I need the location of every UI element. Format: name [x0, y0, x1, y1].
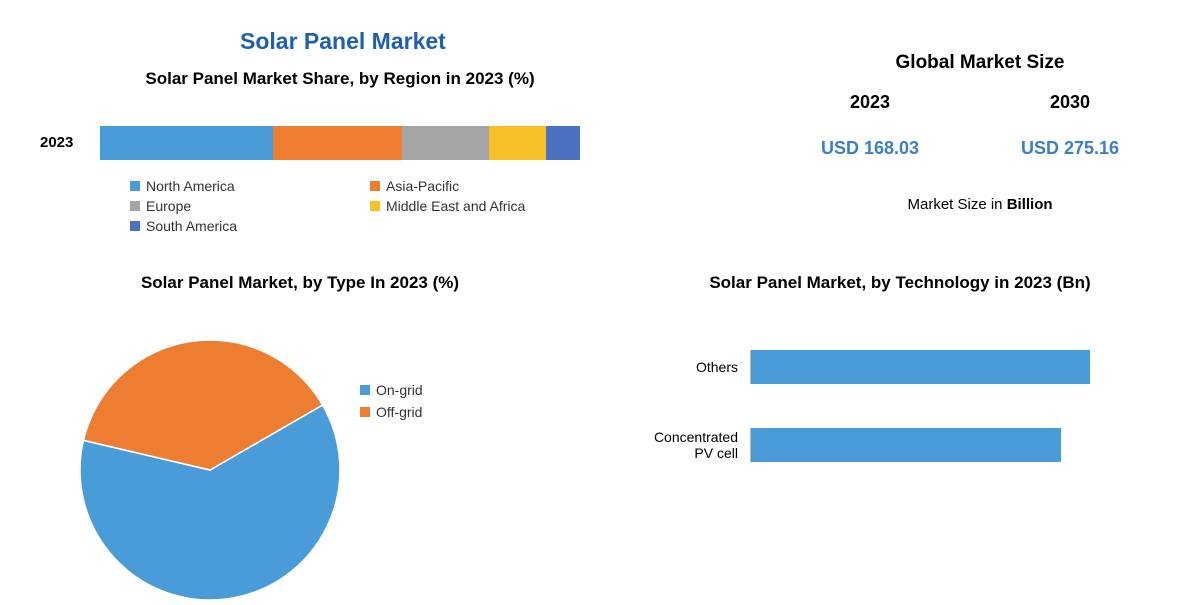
legend-item: South America: [130, 218, 370, 234]
market-size-title: Global Market Size: [850, 52, 1110, 74]
legend-item: Asia-Pacific: [370, 178, 610, 194]
tech-bar-label: Concentrated PV cell: [650, 429, 750, 461]
legend-label: Off-grid: [376, 404, 422, 420]
tech-bar-label: Others: [650, 359, 750, 375]
region-segment: [546, 126, 580, 160]
region-row-label: 2023: [40, 134, 73, 151]
legend-item: Off-grid: [360, 404, 500, 420]
tech-chart: Others Concentrated PV cell: [650, 350, 1120, 506]
market-size-value-1: USD 168.03: [821, 138, 919, 159]
market-size-caption: Market Size in Billion: [830, 196, 1130, 213]
legend-swatch: [130, 181, 140, 191]
tech-bar: [751, 428, 1061, 462]
market-size-year-1: 2023: [850, 92, 890, 113]
legend-label: North America: [146, 178, 235, 194]
region-segment: [273, 126, 403, 160]
region-stacked-bar: [100, 126, 580, 160]
market-size-years: 2023 2030: [770, 92, 1170, 113]
region-chart-title: Solar Panel Market Share, by Region in 2…: [90, 68, 590, 91]
market-size-year-2: 2030: [1050, 92, 1090, 113]
legend-label: South America: [146, 218, 237, 234]
region-segment: [489, 126, 547, 160]
legend-item: North America: [130, 178, 370, 194]
type-chart-title: Solar Panel Market, by Type In 2023 (%): [80, 272, 520, 295]
legend-swatch: [370, 181, 380, 191]
pie-svg: [80, 340, 340, 600]
tech-bar-track: [750, 350, 1120, 384]
legend-swatch: [130, 201, 140, 211]
tech-row: Others: [650, 350, 1120, 384]
legend-swatch: [360, 385, 370, 395]
legend-item: On-grid: [360, 382, 500, 398]
legend-label: Middle East and Africa: [386, 198, 525, 214]
page-title: Solar Panel Market: [240, 28, 446, 55]
caption-prefix: Market Size in: [907, 196, 1006, 213]
region-legend: North America Asia-Pacific Europe Middle Ea…: [130, 178, 590, 234]
region-segment: [402, 126, 488, 160]
legend-item: Europe: [130, 198, 370, 214]
legend-label: Asia-Pacific: [386, 178, 459, 194]
tech-bar-track: [750, 428, 1120, 462]
legend-swatch: [360, 407, 370, 417]
legend-label: On-grid: [376, 382, 423, 398]
caption-bold: Billion: [1007, 196, 1053, 213]
legend-swatch: [130, 221, 140, 231]
tech-row: Concentrated PV cell: [650, 428, 1120, 462]
market-size-values: USD 168.03 USD 275.16: [770, 138, 1170, 159]
legend-item: Middle East and Africa: [370, 198, 610, 214]
tech-chart-title: Solar Panel Market, by Technology in 202…: [690, 272, 1110, 295]
type-legend: On-grid Off-grid: [360, 382, 500, 426]
legend-swatch: [370, 201, 380, 211]
tech-bar: [751, 350, 1090, 384]
type-pie-chart: [80, 340, 340, 600]
region-segment: [100, 126, 273, 160]
market-size-value-2: USD 275.16: [1021, 138, 1119, 159]
legend-label: Europe: [146, 198, 191, 214]
